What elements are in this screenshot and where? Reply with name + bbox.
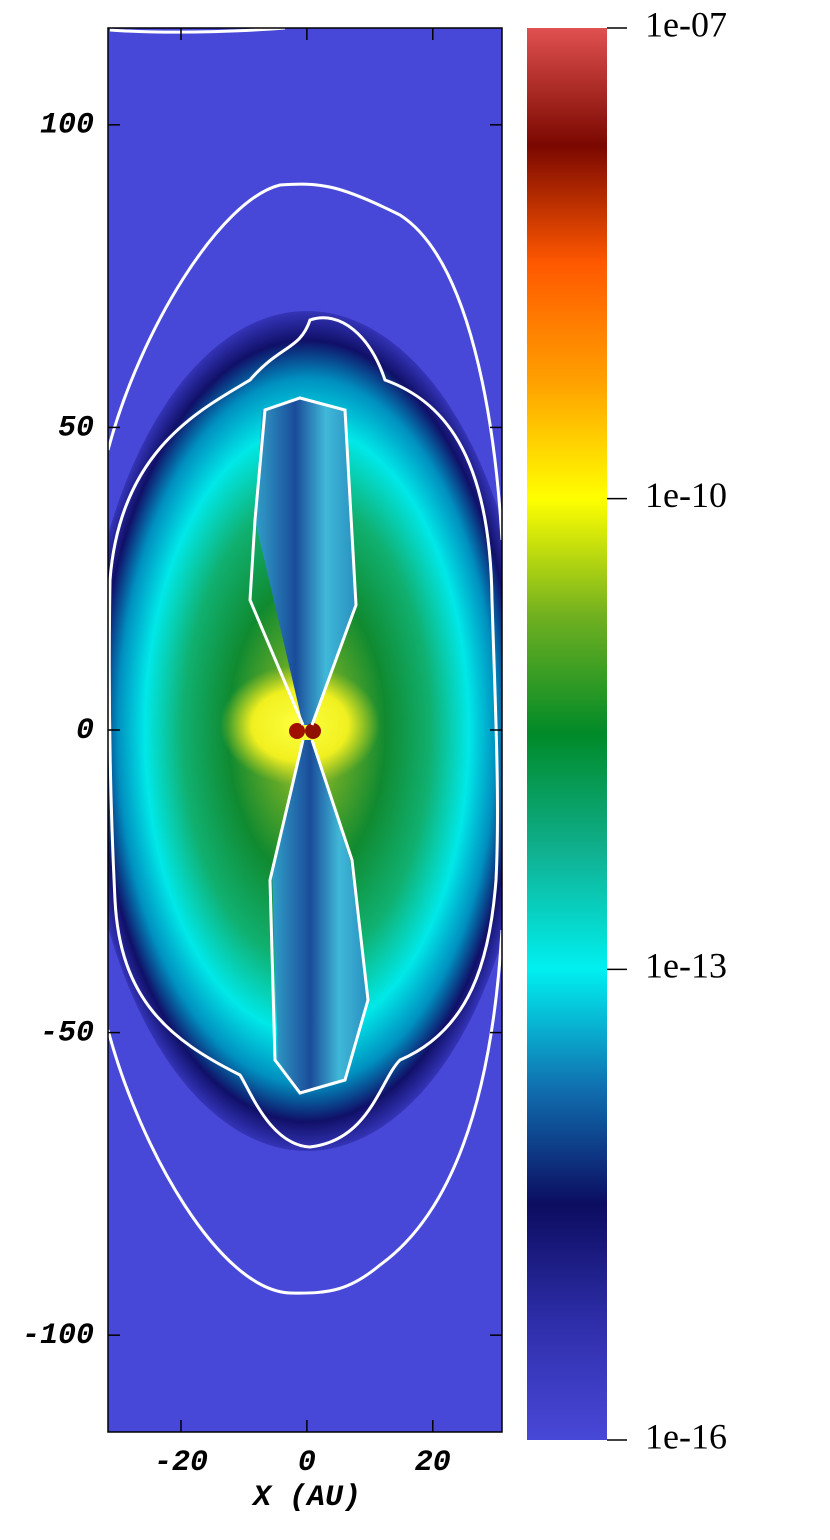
colorbar: 1e-07 1e-10 1e-13 1e-16: [527, 4, 727, 1456]
colorbar-tick-label: 1e-10: [645, 475, 727, 515]
y-tick-label: 0: [76, 714, 94, 748]
y-tick-label: -50: [40, 1017, 94, 1051]
x-axis-label: X (AU): [251, 1481, 361, 1515]
x-tick-label: 20: [415, 1446, 451, 1480]
density-map: [108, 28, 502, 1432]
x-tick-label: -20: [154, 1446, 208, 1480]
y-tick-label: 50: [58, 411, 94, 445]
x-tick-label: 0: [298, 1446, 316, 1480]
colorbar-tick-label: 1e-16: [645, 1416, 727, 1456]
colorbar-tick-label: 1e-07: [645, 4, 727, 44]
colorbar-tick-label: 1e-13: [645, 946, 727, 986]
y-tick-label: -100: [22, 1319, 94, 1353]
colorbar-scale: [527, 28, 607, 1440]
y-tick-label: 100: [40, 109, 94, 143]
